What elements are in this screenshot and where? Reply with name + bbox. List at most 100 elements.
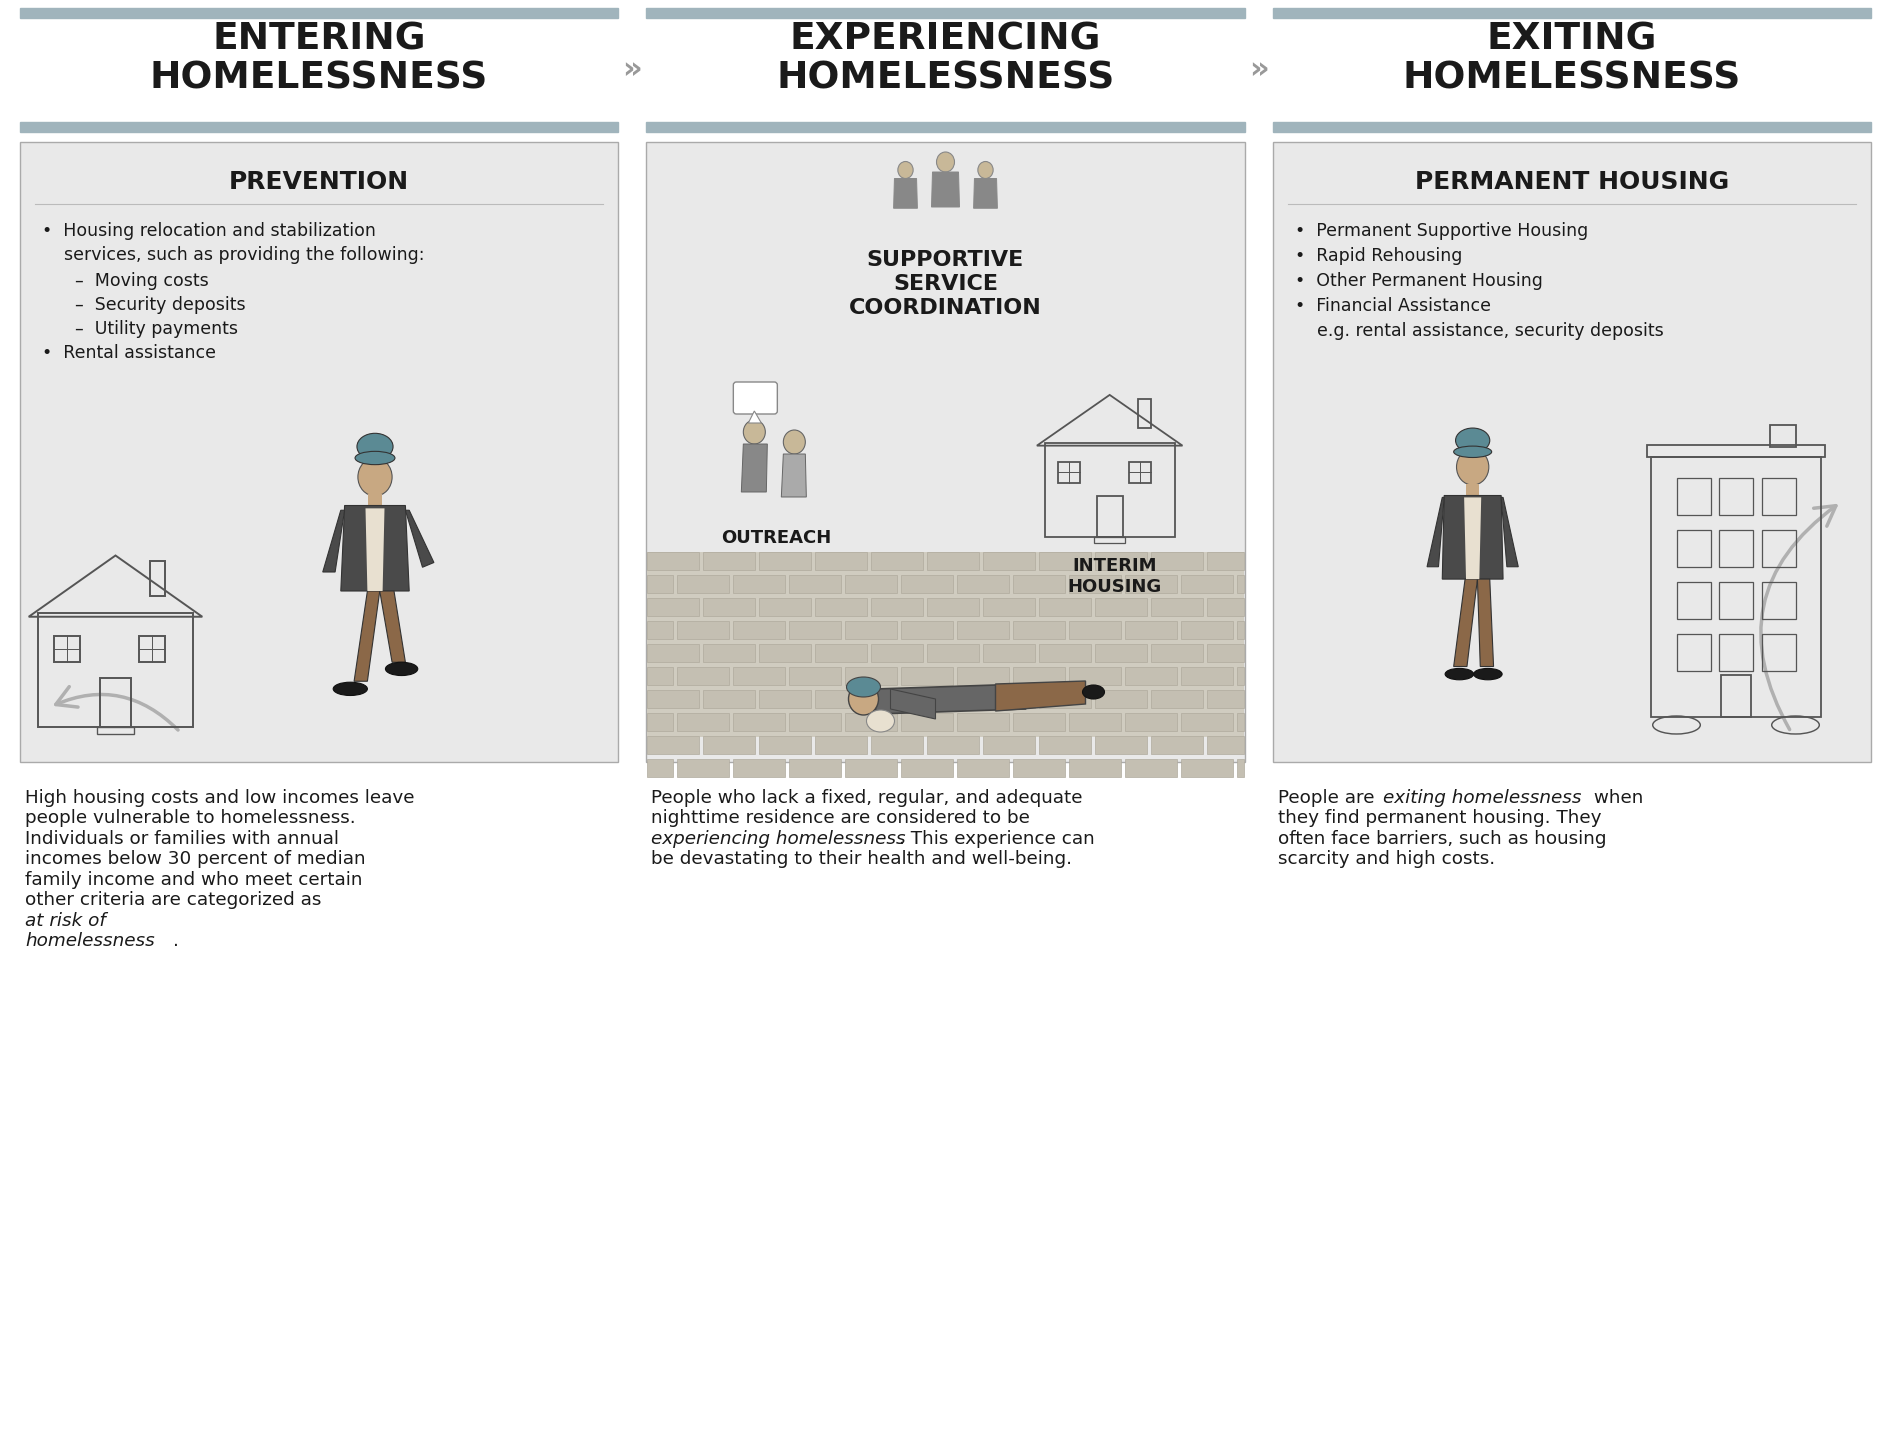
Bar: [845, 713, 898, 731]
Bar: [53, 636, 79, 663]
Bar: [1647, 444, 1825, 457]
Bar: [1152, 690, 1203, 707]
Ellipse shape: [783, 430, 806, 454]
Polygon shape: [741, 444, 768, 492]
Bar: [815, 690, 868, 707]
Bar: [927, 644, 980, 661]
Bar: [1677, 634, 1711, 672]
Ellipse shape: [1454, 446, 1492, 457]
Bar: [1040, 644, 1091, 661]
FancyBboxPatch shape: [734, 383, 777, 414]
Polygon shape: [1501, 498, 1518, 567]
Bar: [1152, 644, 1203, 661]
Polygon shape: [932, 173, 959, 207]
Bar: [1014, 667, 1065, 684]
Bar: [845, 759, 898, 777]
Polygon shape: [894, 178, 917, 209]
Bar: [677, 575, 730, 592]
Bar: [872, 690, 923, 707]
Bar: [1237, 621, 1244, 638]
Bar: [1466, 485, 1479, 496]
Bar: [1770, 426, 1795, 447]
Bar: [1719, 477, 1753, 515]
Bar: [902, 759, 953, 777]
Bar: [789, 621, 841, 638]
Bar: [983, 736, 1036, 754]
Text: people vulnerable to homelessness.: people vulnerable to homelessness.: [25, 810, 356, 827]
Bar: [647, 644, 700, 661]
Bar: [703, 552, 755, 569]
Bar: [647, 690, 700, 707]
Bar: [872, 736, 923, 754]
Bar: [789, 575, 841, 592]
Bar: [1097, 496, 1123, 536]
Bar: [1057, 462, 1080, 483]
Bar: [1182, 575, 1233, 592]
Bar: [845, 575, 898, 592]
Text: OUTREACH: OUTREACH: [720, 529, 832, 546]
Bar: [1014, 759, 1065, 777]
Bar: [927, 598, 980, 615]
Text: experiencing homelessness: experiencing homelessness: [651, 830, 906, 848]
Bar: [1040, 552, 1091, 569]
Bar: [369, 495, 382, 509]
Bar: [957, 575, 1010, 592]
Bar: [1677, 477, 1711, 515]
Bar: [957, 713, 1010, 731]
Bar: [647, 122, 1244, 132]
Bar: [1095, 736, 1148, 754]
Text: »: »: [622, 56, 643, 85]
Text: –  Utility payments: – Utility payments: [42, 321, 238, 338]
Bar: [760, 644, 811, 661]
Bar: [1273, 122, 1870, 132]
Bar: [1273, 142, 1870, 762]
Ellipse shape: [356, 452, 395, 464]
Bar: [1095, 536, 1125, 542]
Bar: [815, 736, 868, 754]
Ellipse shape: [743, 420, 766, 444]
Bar: [872, 598, 923, 615]
Polygon shape: [1477, 580, 1494, 666]
Ellipse shape: [1082, 684, 1104, 699]
Bar: [760, 736, 811, 754]
Polygon shape: [1454, 580, 1477, 666]
Bar: [1182, 713, 1233, 731]
Text: •  Rental assistance: • Rental assistance: [42, 344, 216, 362]
Polygon shape: [323, 510, 344, 572]
Bar: [38, 613, 193, 728]
Bar: [647, 667, 673, 684]
Bar: [734, 759, 785, 777]
Text: EXPERIENCING
HOMELESSNESS: EXPERIENCING HOMELESSNESS: [777, 22, 1114, 96]
Bar: [1095, 598, 1148, 615]
Ellipse shape: [386, 663, 418, 676]
Ellipse shape: [357, 433, 393, 460]
Bar: [734, 621, 785, 638]
Text: People are: People are: [1278, 789, 1380, 807]
FancyArrowPatch shape: [55, 686, 178, 731]
Text: INTERIM
HOUSING: INTERIM HOUSING: [1068, 557, 1161, 595]
Bar: [1182, 621, 1233, 638]
Polygon shape: [781, 454, 806, 498]
Polygon shape: [354, 591, 380, 682]
Bar: [1152, 598, 1203, 615]
Text: •  Other Permanent Housing: • Other Permanent Housing: [1295, 272, 1543, 290]
Bar: [647, 142, 1244, 762]
Text: •  Housing relocation and stabilization: • Housing relocation and stabilization: [42, 221, 376, 240]
Bar: [1182, 759, 1233, 777]
Ellipse shape: [866, 710, 894, 732]
Bar: [677, 713, 730, 731]
Ellipse shape: [1456, 429, 1490, 453]
Text: when: when: [1588, 789, 1643, 807]
Bar: [677, 759, 730, 777]
Bar: [760, 552, 811, 569]
Bar: [1152, 552, 1203, 569]
Bar: [703, 736, 755, 754]
Bar: [983, 598, 1036, 615]
Bar: [957, 667, 1010, 684]
Text: •  Rapid Rehousing: • Rapid Rehousing: [1295, 247, 1462, 265]
Text: e.g. rental assistance, security deposits: e.g. rental assistance, security deposit…: [1295, 322, 1664, 339]
Ellipse shape: [978, 161, 993, 178]
Bar: [789, 713, 841, 731]
Text: Individuals or families with annual: Individuals or families with annual: [25, 830, 338, 848]
Bar: [677, 621, 730, 638]
